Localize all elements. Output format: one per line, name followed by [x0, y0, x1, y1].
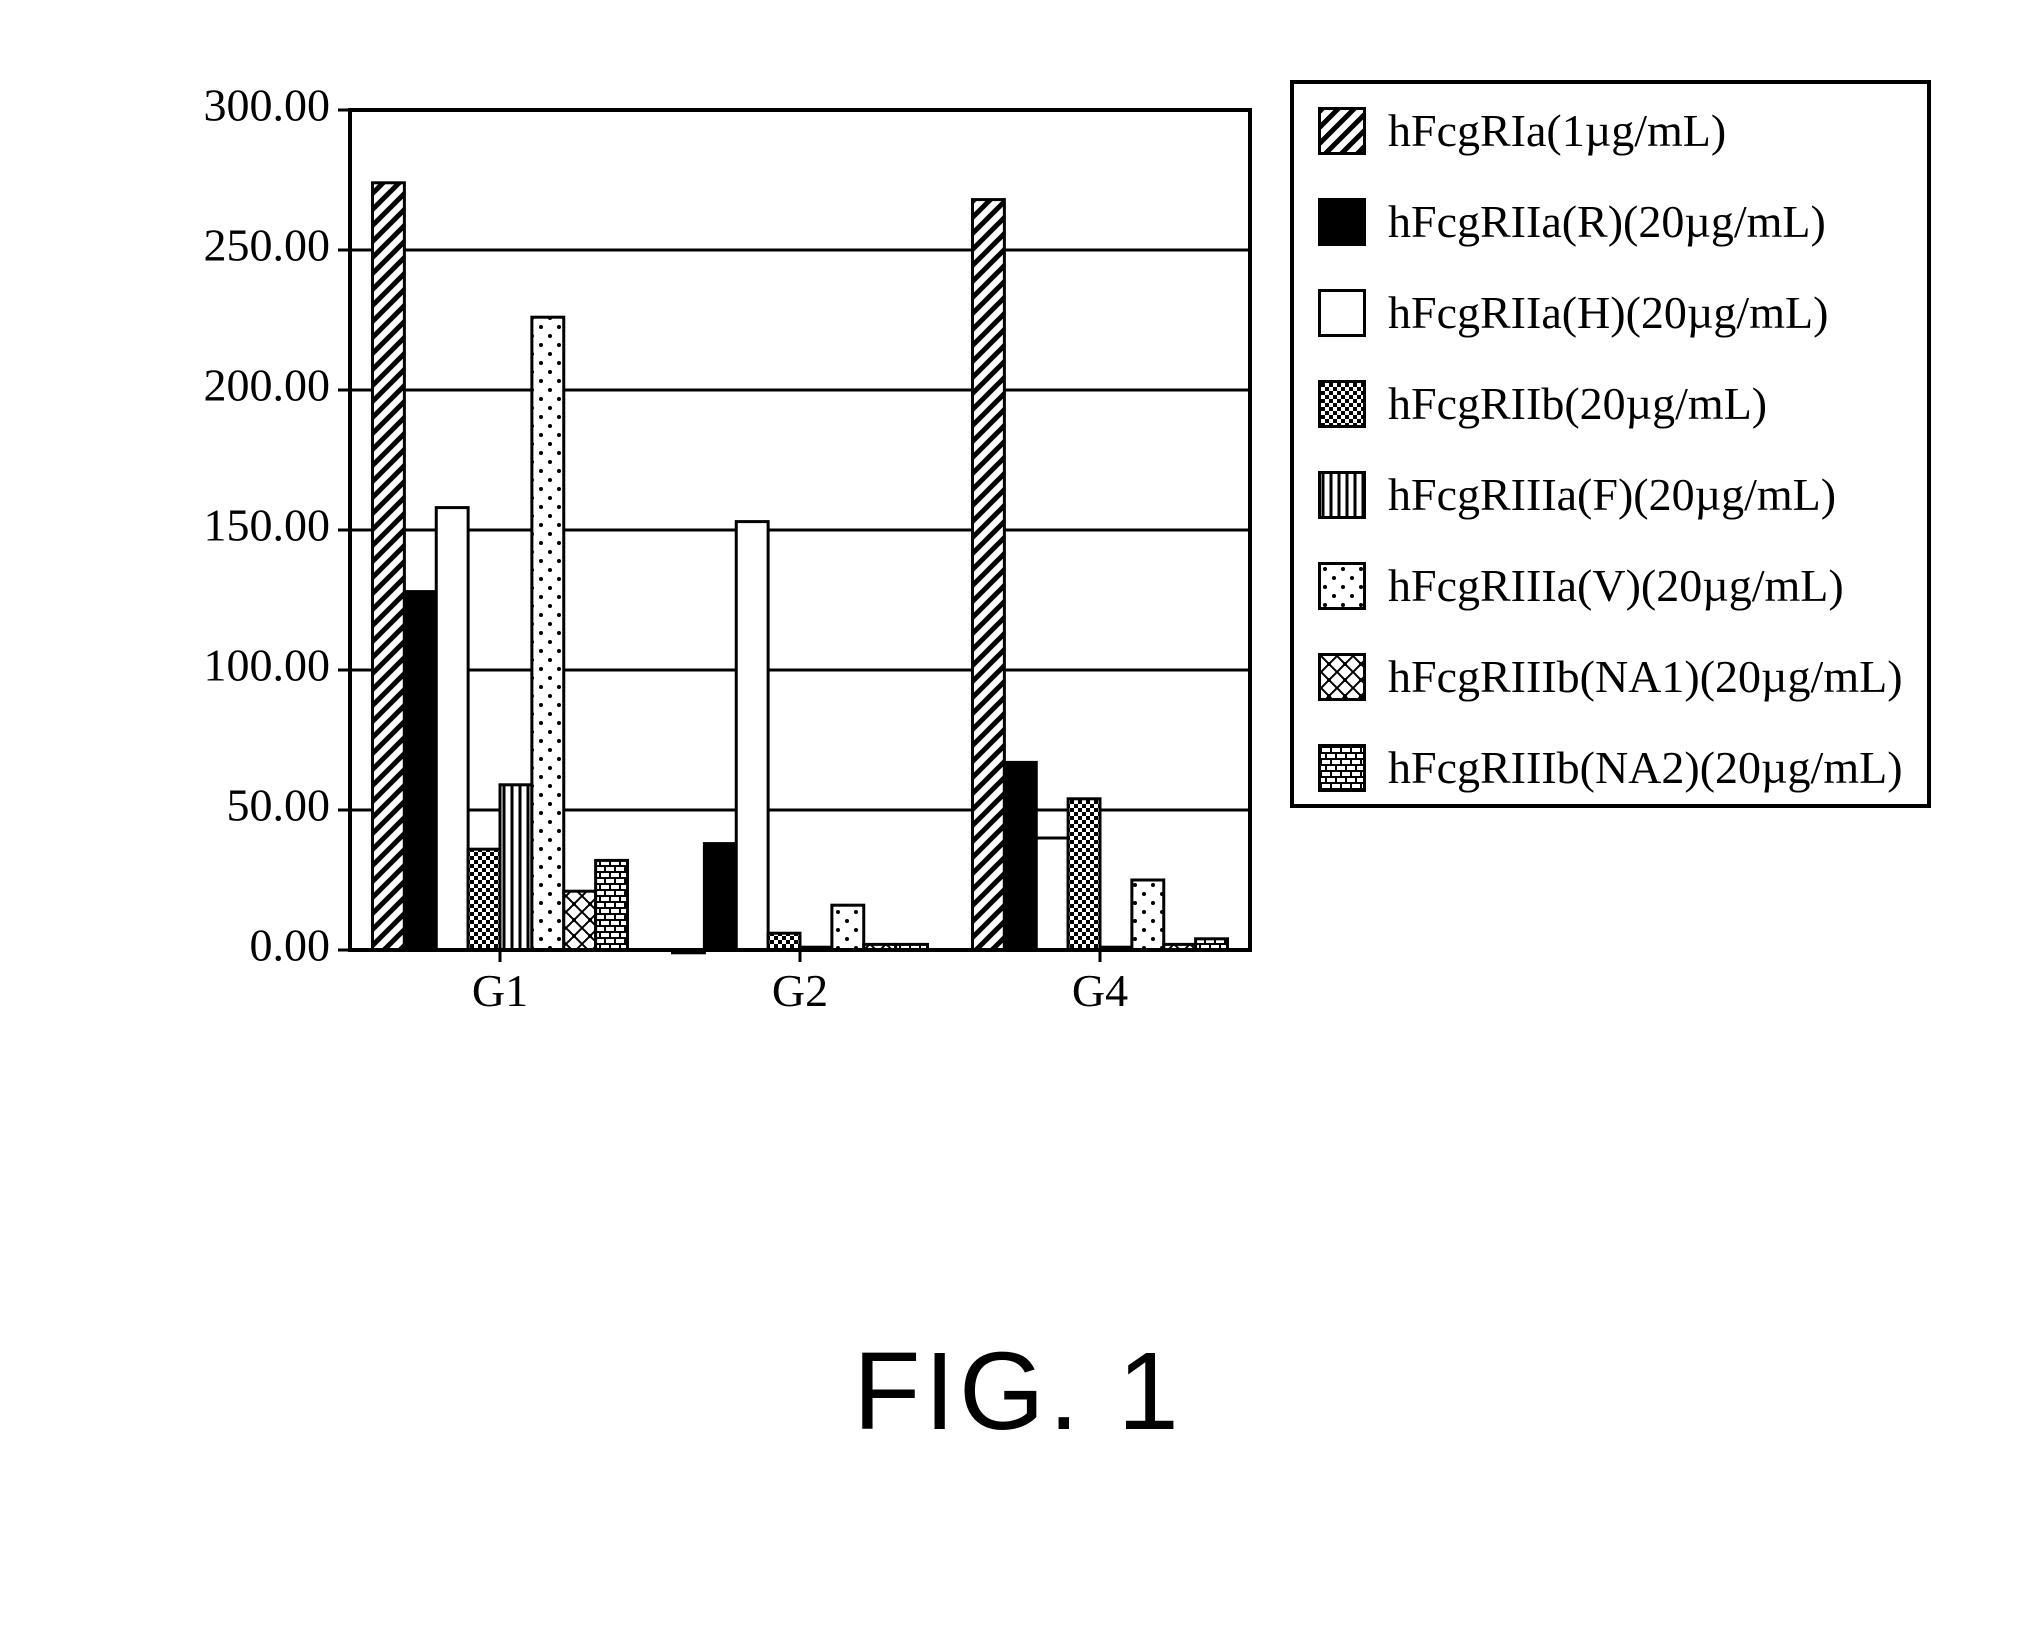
- legend-swatch: [1318, 471, 1366, 519]
- legend-label: hFcgRIIIa(V)(20µg/mL): [1388, 559, 1844, 612]
- legend-swatch: [1318, 653, 1366, 701]
- legend-label: hFcgRIIa(H)(20µg/mL): [1388, 286, 1828, 339]
- bar: [532, 317, 564, 950]
- legend-label: hFcgRIIb(20µg/mL): [1388, 377, 1767, 430]
- bar: [704, 844, 736, 950]
- x-category-label: G4: [1072, 965, 1128, 1016]
- y-tick-label: 0.00: [250, 920, 331, 971]
- y-tick-label: 50.00: [227, 780, 331, 831]
- x-category-label: G1: [472, 965, 528, 1016]
- legend-item: hFcgRIIIa(F)(20µg/mL): [1318, 468, 1903, 521]
- y-tick-label: 200.00: [204, 360, 331, 411]
- legend-item: hFcgRIIa(H)(20µg/mL): [1318, 286, 1903, 339]
- bar: [768, 933, 800, 950]
- legend-swatch: [1318, 380, 1366, 428]
- bar: [1004, 762, 1036, 950]
- bar: [468, 849, 500, 950]
- legend: hFcgRIa(1µg/mL) hFcgRIIa(R)(20µg/mL) hFcgR…: [1290, 80, 1931, 808]
- legend-swatch: [1318, 198, 1366, 246]
- legend-swatch: [1318, 107, 1366, 155]
- bar: [373, 183, 405, 950]
- bar: [596, 860, 628, 950]
- bar: [736, 522, 768, 950]
- legend-item: hFcgRIIa(R)(20µg/mL): [1318, 195, 1903, 248]
- x-category-label: G2: [772, 965, 828, 1016]
- page: 0.00 50.00 100.00 150.00 200.00 250.00 300.00 G…: [0, 0, 2036, 1635]
- legend-item: hFcgRIIIa(V)(20µg/mL): [1318, 559, 1903, 612]
- legend-item: hFcgRIIIb(NA1)(20µg/mL): [1318, 650, 1903, 703]
- legend-swatch: [1318, 289, 1366, 337]
- legend-swatch: [1318, 562, 1366, 610]
- figure-row: 0.00 50.00 100.00 150.00 200.00 250.00 300.00 G…: [150, 80, 1931, 1040]
- bar: [1068, 799, 1100, 950]
- bar: [1036, 838, 1068, 950]
- y-tick-label: 300.00: [204, 80, 331, 131]
- figure-caption: FIG. 1: [0, 1328, 2036, 1455]
- legend-label: hFcgRIIIa(F)(20µg/mL): [1388, 468, 1836, 521]
- bar: [973, 200, 1005, 950]
- bar: [832, 905, 864, 950]
- bar: [564, 891, 596, 950]
- bar: [1132, 880, 1164, 950]
- legend-label: hFcgRIIa(R)(20µg/mL): [1388, 195, 1826, 248]
- bar: [500, 785, 532, 950]
- legend-label: hFcgRIa(1µg/mL): [1388, 104, 1726, 157]
- bar: [436, 508, 468, 950]
- y-tick-label: 250.00: [204, 220, 331, 271]
- legend-item: hFcgRIIb(20µg/mL): [1318, 377, 1903, 430]
- legend-label: hFcgRIIIb(NA1)(20µg/mL): [1388, 650, 1903, 703]
- legend-item: hFcgRIIIb(NA2)(20µg/mL): [1318, 741, 1903, 794]
- legend-label: hFcgRIIIb(NA2)(20µg/mL): [1388, 741, 1903, 794]
- y-tick-label: 150.00: [204, 500, 331, 551]
- legend-item: hFcgRIa(1µg/mL): [1318, 104, 1903, 157]
- bar-chart: 0.00 50.00 100.00 150.00 200.00 250.00 300.00 G…: [150, 80, 1280, 1040]
- y-tick-label: 100.00: [204, 640, 331, 691]
- legend-swatch: [1318, 744, 1366, 792]
- bar: [404, 592, 436, 950]
